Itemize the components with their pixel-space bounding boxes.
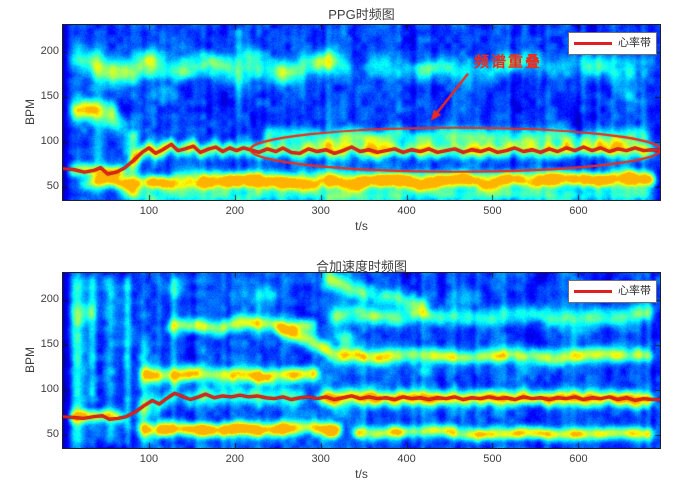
ppg-legend-label: 心率带: [618, 37, 651, 49]
x-tick-label: 100: [139, 453, 159, 465]
x-tick-label: 500: [483, 205, 502, 217]
x-tick-label: 400: [397, 205, 416, 217]
x-tick-label: 300: [311, 453, 330, 465]
y-tick-label: 150: [40, 337, 59, 350]
x-tick-label: 600: [569, 453, 588, 465]
y-tick-label: 100: [40, 134, 59, 147]
ppg-y-axis-ticks: 50 100 150 200: [20, 25, 59, 202]
acc-title: 合加速度时频图: [315, 259, 407, 274]
x-tick-label: 600: [569, 205, 588, 217]
ppg-x-axis-ticks: 100 200 300 400 500 600: [63, 205, 660, 219]
acc-y-axis-ticks: 50 100 150 200: [20, 273, 59, 450]
acc-x-axis-ticks: 100 200 300 400 500 600: [63, 453, 660, 467]
ppg-spectrogram-canvas[interactable]: [63, 25, 660, 200]
annotation-spectrum-overlap: 频谱重叠: [473, 53, 542, 71]
acc-xlabel: t/s: [355, 467, 368, 481]
y-tick-label: 50: [46, 179, 59, 192]
x-tick-label: 400: [397, 453, 416, 465]
ppg-plot-area: 频谱重叠 心率带: [62, 24, 661, 201]
ppg-title: PPG时频图: [328, 7, 395, 22]
acc-spectrogram-canvas[interactable]: [63, 273, 660, 448]
x-tick-label: 200: [225, 205, 244, 217]
x-tick-label: 200: [225, 453, 244, 465]
x-tick-label: 500: [483, 453, 502, 465]
x-tick-label: 300: [311, 205, 330, 217]
acc-plot-area: 心率带: [62, 272, 661, 449]
x-tick-label: 100: [139, 205, 159, 217]
y-tick-label: 50: [46, 427, 59, 440]
ppg-legend[interactable]: 心率带: [568, 32, 657, 55]
y-tick-label: 200: [40, 292, 59, 305]
acc-legend-label: 心率带: [618, 285, 651, 297]
y-tick-label: 150: [40, 89, 59, 102]
legend-line-sample-icon: [574, 290, 612, 293]
ppg-xlabel: t/s: [355, 219, 368, 233]
acc-legend[interactable]: 心率带: [568, 280, 657, 303]
y-tick-label: 100: [40, 382, 59, 395]
legend-line-sample-icon: [574, 42, 612, 45]
y-tick-label: 200: [40, 44, 59, 57]
